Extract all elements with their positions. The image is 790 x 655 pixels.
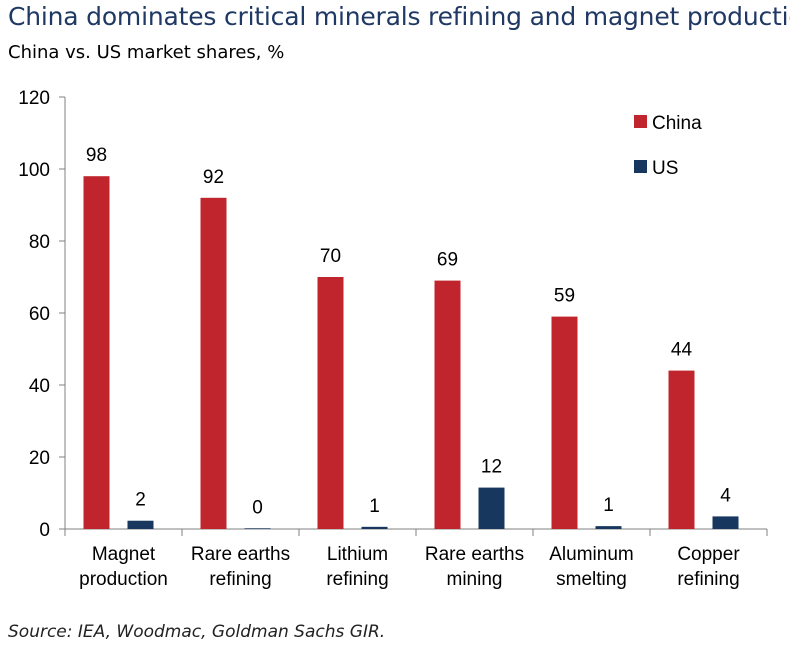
data-label-china: 59 xyxy=(554,286,575,307)
data-label-us: 0 xyxy=(252,497,263,518)
x-tick-label: Lithium xyxy=(327,544,388,565)
data-label-us: 1 xyxy=(603,495,614,516)
legend-swatch-us xyxy=(634,160,647,173)
data-label-us: 2 xyxy=(135,490,146,511)
bar-china xyxy=(317,277,344,529)
chart-title: China dominates critical minerals refini… xyxy=(8,2,790,31)
bar-china xyxy=(83,176,110,529)
x-tick-label-line2: mining xyxy=(447,569,503,590)
bar-us xyxy=(478,487,505,529)
x-tick-label: Copper xyxy=(677,544,740,565)
x-tick-label: Rare earths xyxy=(425,544,524,565)
bar-us xyxy=(712,516,739,529)
y-tick-label: 60 xyxy=(29,304,50,325)
bar-china xyxy=(434,280,461,529)
data-label-china: 44 xyxy=(671,340,693,361)
x-tick-label-line2: refining xyxy=(209,569,271,590)
y-tick-label: 80 xyxy=(29,232,50,253)
data-label-us: 4 xyxy=(720,485,731,506)
x-tick-label-line2: refining xyxy=(677,569,739,590)
data-label-china: 70 xyxy=(320,246,341,267)
data-label-us: 12 xyxy=(481,457,502,478)
bar-us xyxy=(244,528,271,529)
data-label-us: 1 xyxy=(369,496,380,517)
y-tick-label: 20 xyxy=(29,448,50,469)
bar-us xyxy=(127,520,154,529)
x-tick-label: Magnet xyxy=(92,544,156,565)
bar-china xyxy=(668,370,695,529)
y-tick-label: 40 xyxy=(29,376,50,397)
source-note: Source: IEA, Woodmac, Goldman Sachs GIR. xyxy=(8,622,386,642)
x-tick-label-line2: smelting xyxy=(556,569,627,590)
legend-label-us: US xyxy=(652,158,678,179)
bar-china xyxy=(200,197,227,530)
bar-us xyxy=(595,526,622,529)
bar-china xyxy=(551,316,578,529)
x-tick-label: Rare earths xyxy=(191,544,290,565)
y-tick-label: 100 xyxy=(18,160,50,181)
legend-label-china: China xyxy=(652,113,702,134)
data-label-china: 98 xyxy=(86,145,107,166)
data-label-china: 69 xyxy=(437,250,458,271)
chart-subtitle: China vs. US market shares, % xyxy=(8,42,285,63)
x-tick-label-line2: production xyxy=(79,569,168,590)
x-tick-label-line2: refining xyxy=(326,569,388,590)
y-tick-label: 0 xyxy=(39,520,50,541)
legend-swatch-china xyxy=(634,115,647,128)
bar-us xyxy=(361,526,388,529)
x-tick-label: Aluminum xyxy=(549,544,633,565)
data-label-china: 92 xyxy=(203,167,224,188)
y-tick-label: 120 xyxy=(18,88,50,109)
